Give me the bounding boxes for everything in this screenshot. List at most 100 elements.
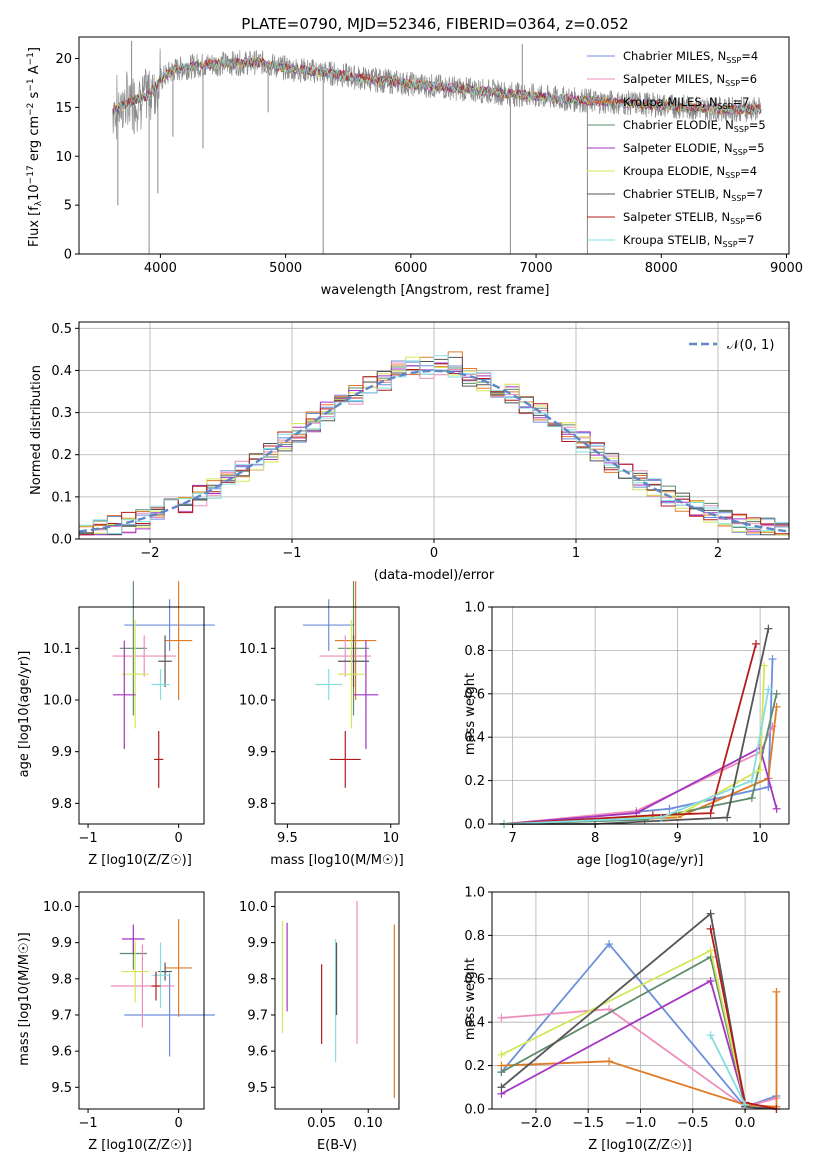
y-tick-label: 0.4 (464, 731, 485, 746)
y-tick-label: 0.2 (464, 1059, 485, 1074)
y-tick-label: 10.1 (43, 642, 72, 657)
axes-frame (78, 606, 205, 825)
y-tick-label: 0.0 (51, 533, 72, 548)
massz-xlabel: Z [log10(Z/Z☉)] (88, 1138, 192, 1153)
x-tick-label: −1 (78, 831, 97, 846)
y-tick-label: 0.3 (51, 406, 72, 421)
y-tick-label: 0.4 (51, 364, 72, 379)
series-line (504, 659, 774, 825)
spectrum-title: PLATE=0790, MJD=52346, FIBERID=0364, z=0… (241, 15, 628, 33)
y-tick-label: 9.9 (51, 745, 72, 760)
spectrum-xlabel: wavelength [Angstrom, rest frame] (321, 283, 550, 298)
model-spectrum (112, 57, 762, 116)
x-tick-label: 8000 (645, 261, 678, 276)
x-tick-label: −2.0 (520, 1116, 552, 1131)
x-tick-label: −1.0 (625, 1116, 657, 1131)
x-tick-label: 0.10 (354, 1116, 383, 1131)
y-tick-label: 9.8 (51, 797, 72, 812)
series-line (504, 693, 778, 825)
model-spectrum (112, 57, 762, 115)
mwz-xlabel: Z [log10(Z/Z☉)] (588, 1138, 692, 1153)
y-tick-label: 0.6 (464, 687, 485, 702)
y-tick-label: 0.8 (464, 644, 485, 659)
x-tick-label: 1 (572, 546, 580, 561)
series-line (504, 689, 770, 825)
y-tick-label: 9.8 (51, 972, 72, 987)
x-tick-label: 10 (382, 831, 399, 846)
ebv-xlabel: E(B-V) (317, 1138, 357, 1153)
series-line (500, 979, 746, 1105)
series-line (500, 942, 777, 1108)
series-line (500, 912, 777, 1110)
x-tick-label: 9 (673, 831, 681, 846)
spectrum-ylabel: Flux [fλ10−17 erg cm−2 s−1 A−1] (26, 47, 44, 247)
x-tick-label: −1 (78, 1116, 97, 1131)
x-tick-label: 7000 (520, 261, 553, 276)
x-tick-label: −0.5 (677, 1116, 709, 1131)
y-tick-label: 10.1 (239, 642, 268, 657)
y-tick-label: 9.8 (247, 972, 268, 987)
y-tick-label: 0.0 (464, 1103, 485, 1118)
gaussian-curve (79, 369, 787, 533)
x-tick-label: 0 (430, 546, 438, 561)
agez-ylabel: age [log10(age/yr)] (17, 651, 32, 778)
x-tick-label: 0.05 (307, 1116, 336, 1131)
y-tick-label: 0.5 (51, 322, 72, 337)
x-tick-label: 10 (752, 831, 769, 846)
histogram-step (79, 355, 789, 534)
y-tick-label: 9.9 (247, 745, 268, 760)
legend-label: Salpeter MILES, NSSP=6 (623, 72, 757, 88)
mwz-ylabel: mass weight (463, 958, 478, 1040)
legend-label: Chabrier ELODIE, NSSP=5 (623, 118, 766, 134)
legend-label: Kroupa ELODIE, NSSP=4 (623, 164, 757, 180)
legend-label: Kroupa STELIB, NSSP=7 (623, 233, 754, 249)
axes-frame (491, 606, 790, 825)
x-tick-label: 0.0 (735, 1116, 756, 1131)
agez-xlabel: Z [log10(Z/Z☉)] (88, 853, 192, 868)
y-tick-label: 0.6 (464, 972, 485, 987)
residuals-xlabel: (data-model)/error (374, 568, 495, 583)
x-tick-label: −1.5 (572, 1116, 604, 1131)
series-line (709, 1034, 746, 1106)
y-tick-label: 10 (55, 150, 72, 165)
y-tick-label: 0.2 (464, 774, 485, 789)
y-tick-label: 15 (55, 101, 72, 116)
series-line (504, 665, 766, 825)
series-line (504, 706, 778, 825)
y-tick-label: 20 (55, 52, 72, 67)
x-tick-label: 5000 (269, 261, 302, 276)
y-tick-label: 0.2 (51, 448, 72, 463)
x-tick-label: −2 (140, 546, 159, 561)
y-tick-label: 0.8 (464, 929, 485, 944)
x-tick-label: 9000 (770, 261, 803, 276)
y-tick-label: 1.0 (464, 886, 485, 901)
legend-label: Salpeter STELIB, NSSP=6 (623, 210, 762, 226)
y-tick-label: 9.5 (247, 1081, 268, 1096)
x-tick-label: 6000 (394, 261, 427, 276)
x-tick-label: 8 (591, 831, 599, 846)
legend-label: Chabrier STELIB, NSSP=7 (623, 187, 763, 203)
series-line (504, 726, 774, 825)
y-tick-label: 10.0 (43, 900, 72, 915)
massz-ylabel: mass [log10(M/M☉)] (17, 932, 32, 1065)
x-tick-label: 7 (508, 831, 516, 846)
legend-label: Kroupa MILES, NSSP=7 (623, 95, 749, 111)
y-tick-label: 10.0 (43, 694, 72, 709)
y-tick-label: 0.4 (464, 1016, 485, 1031)
legend-label: Chabrier MILES, NSSP=4 (623, 49, 758, 65)
y-tick-label: 10.0 (239, 900, 268, 915)
y-tick-label: 9.5 (51, 1081, 72, 1096)
x-tick-label: 0 (174, 1116, 182, 1131)
y-tick-label: 0.0 (464, 818, 485, 833)
mwage-ylabel: mass weight (463, 673, 478, 755)
axes-frame (274, 891, 400, 1110)
mwage-xlabel: age [log10(age/yr)] (577, 853, 704, 868)
y-tick-label: 9.9 (51, 936, 72, 951)
series-line (501, 1008, 777, 1108)
series-line (500, 955, 746, 1108)
x-tick-label: 9.5 (277, 831, 298, 846)
axes-frame (78, 36, 790, 255)
x-tick-label: 2 (714, 546, 722, 561)
axes-frame (274, 606, 400, 825)
